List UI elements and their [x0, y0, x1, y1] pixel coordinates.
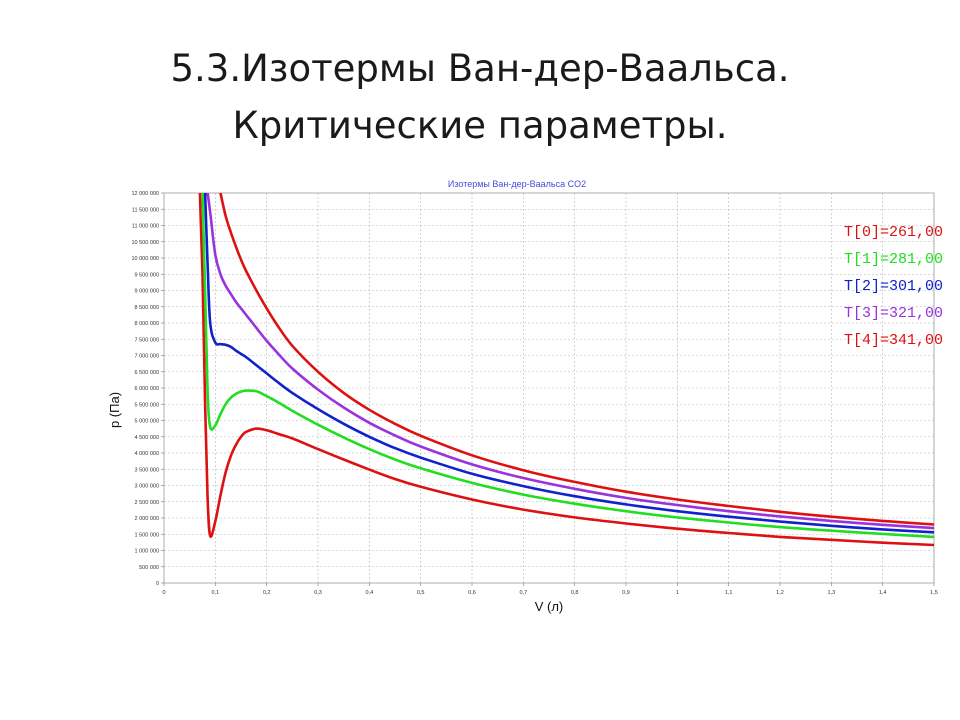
chart-title: Изотермы Ван-дер-Ваальса CO2: [448, 179, 586, 189]
y-tick-label: 7 000 000: [135, 354, 159, 360]
y-tick-label: 8 000 000: [135, 321, 159, 327]
slide-title-line-2: Критические параметры.: [232, 104, 728, 147]
legend-entry-0: T[0]=261,00: [844, 224, 943, 241]
y-tick-label: 0: [156, 581, 159, 587]
x-tick-label: 0: [162, 590, 165, 596]
x-tick-label: 0,1: [212, 590, 220, 596]
y-tick-label: 11 000 000: [132, 224, 159, 230]
series-lines: [198, 193, 934, 547]
y-tick-label: 1 000 000: [135, 549, 159, 555]
series-line-4: [219, 193, 934, 526]
y-tick-label: 9 000 000: [135, 289, 159, 295]
legend-entry-1: T[1]=281,00: [844, 251, 943, 268]
x-tick-label: 0,5: [417, 590, 425, 596]
x-tick-label: 1,5: [930, 590, 938, 596]
x-axis-label: V (л): [535, 599, 564, 614]
y-tick-label: 6 500 000: [135, 370, 159, 376]
series-line-2: [203, 193, 934, 534]
y-tick-label: 3 000 000: [135, 484, 159, 490]
y-axis-label: p (Па): [107, 392, 122, 428]
legend-entry-4: T[4]=341,00: [844, 332, 943, 349]
x-tick-label: 0,3: [314, 590, 322, 596]
y-tick-label: 10 500 000: [131, 240, 159, 246]
y-tick-label: 8 500 000: [135, 305, 159, 311]
grid-lines: [164, 193, 934, 583]
y-tick-label: 10 000 000: [131, 256, 159, 262]
axes: [161, 192, 935, 586]
x-tick-label: 0,8: [571, 590, 579, 596]
legend-entry-3: T[3]=321,00: [844, 305, 943, 322]
y-tick-label: 4 500 000: [135, 435, 159, 441]
x-tick-label: 0,6: [468, 590, 476, 596]
y-tick-label: 5 500 000: [135, 402, 159, 408]
series-line-1: [201, 193, 934, 539]
series-line-0: [198, 193, 934, 547]
y-tick-label: 9 500 000: [135, 272, 159, 278]
x-tick-label: 1,3: [828, 590, 836, 596]
tick-labels: 0 0,1 0,2 0,3 0,4 0,5 0,6 0,7 0,8 0,9 1 1,1 1,2 1,3 1,…: [131, 191, 937, 596]
y-tick-label: 12 000 000: [131, 191, 159, 197]
y-tick-label: 7 500 000: [135, 337, 159, 343]
y-tick-label: 6 000 000: [135, 386, 159, 392]
legend: T[0]=261,00 T[1]=281,00 T[2]=301,00 T[3]=32…: [844, 224, 943, 349]
y-tick-label: 4 000 000: [135, 451, 159, 457]
legend-entry-2: T[2]=301,00: [844, 278, 943, 295]
y-tick-label: 1 500 000: [135, 532, 159, 538]
y-tick-label: 5 000 000: [135, 419, 159, 425]
slide-title: 5.3.Изотермы Ван-дер-Ваальса. Критически…: [0, 40, 960, 154]
y-tick-label: 2 500 000: [135, 500, 159, 506]
series-line-3: [206, 193, 934, 530]
y-tick-label: 2 000 000: [135, 516, 159, 522]
y-tick-label: 11 500 000: [132, 207, 159, 213]
y-tick-label: 3 500 000: [135, 467, 159, 473]
x-tick-label: 0,4: [366, 590, 374, 596]
slide-title-line-1: 5.3.Изотермы Ван-дер-Ваальса.: [170, 47, 790, 90]
x-tick-label: 0,2: [263, 590, 271, 596]
x-tick-label: 0,7: [520, 590, 528, 596]
x-tick-label: 1: [676, 590, 679, 596]
x-tick-label: 1,2: [776, 590, 784, 596]
x-tick-label: 1,1: [725, 590, 733, 596]
y-tick-label: 500 000: [139, 565, 159, 571]
x-tick-label: 0,9: [622, 590, 630, 596]
x-tick-label: 1,4: [879, 590, 887, 596]
